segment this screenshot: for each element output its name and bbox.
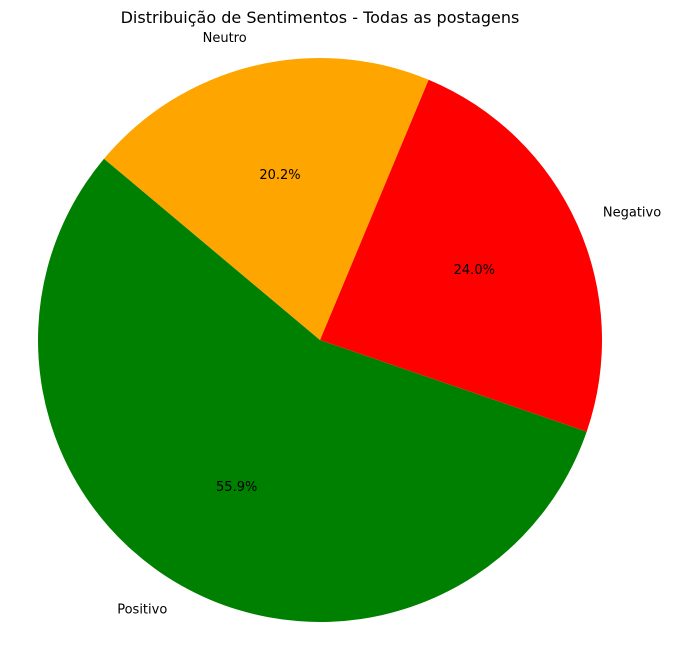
pie-pct-label-positivo: 55.9% <box>216 480 257 495</box>
pie-slice-positivo <box>38 158 587 622</box>
pie-pct-label-neutro: 20.2% <box>259 168 300 183</box>
pie-category-label-negativo: Negativo <box>603 205 661 220</box>
pie-category-label-neutro: Neutro <box>203 31 247 46</box>
pie-pct-label-negativo: 24.0% <box>454 263 495 278</box>
pie-slice-negativo <box>320 79 603 432</box>
chart-title: Distribuição de Sentimentos - Todas as p… <box>121 8 520 27</box>
pie-slices <box>38 57 603 622</box>
pie-slice-neutro <box>103 57 429 340</box>
pie-labels: 55.9% Positivo 24.0% Negativo 20.2% Neutro <box>117 31 661 617</box>
pie-category-label-positivo: Positivo <box>117 603 167 618</box>
